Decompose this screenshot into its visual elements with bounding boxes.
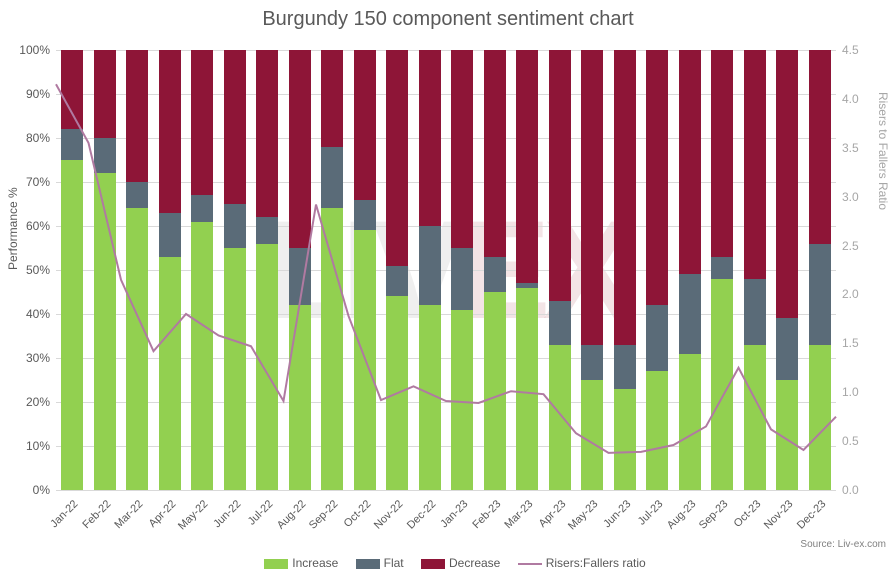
y-tick-right: 2.5 xyxy=(842,239,872,253)
source-attribution: Source: Liv-ex.com xyxy=(800,539,886,550)
legend-label-flat: Flat xyxy=(384,556,404,570)
y-tick-left: 50% xyxy=(10,263,50,277)
ratio-line-overlay xyxy=(56,50,836,490)
legend-swatch-flat xyxy=(356,559,380,569)
y-tick-right: 3.5 xyxy=(842,141,872,155)
legend-swatch-increase xyxy=(264,559,288,569)
legend-swatch-decrease xyxy=(421,559,445,569)
y-tick-right: 0.5 xyxy=(842,434,872,448)
y-tick-left: 80% xyxy=(10,131,50,145)
y-tick-right: 1.5 xyxy=(842,336,872,350)
y-tick-left: 10% xyxy=(10,439,50,453)
chart-legend: Increase Flat Decrease Risers:Fallers ra… xyxy=(0,556,896,570)
y-tick-right: 1.0 xyxy=(842,385,872,399)
y-tick-right: 4.5 xyxy=(842,43,872,57)
y-tick-right: 3.0 xyxy=(842,190,872,204)
y-tick-left: 0% xyxy=(10,483,50,497)
chart-plot-area: LIVEX 0%10%20%30%40%50%60%70%80%90%100%0… xyxy=(56,50,836,490)
y-tick-left: 30% xyxy=(10,351,50,365)
legend-swatch-ratio xyxy=(518,563,542,565)
legend-label-increase: Increase xyxy=(292,556,338,570)
chart-title: Burgundy 150 component sentiment chart xyxy=(0,0,896,31)
ratio-line xyxy=(56,84,836,453)
gridline xyxy=(56,490,836,491)
y-tick-left: 70% xyxy=(10,175,50,189)
y-tick-left: 20% xyxy=(10,395,50,409)
legend-label-decrease: Decrease xyxy=(449,556,500,570)
y-tick-left: 40% xyxy=(10,307,50,321)
y-tick-left: 60% xyxy=(10,219,50,233)
y-tick-left: 90% xyxy=(10,87,50,101)
y-tick-right: 2.0 xyxy=(842,287,872,301)
y-axis-right-title: Risers to Fallers Ratio xyxy=(876,92,890,210)
y-tick-left: 100% xyxy=(10,43,50,57)
legend-label-ratio: Risers:Fallers ratio xyxy=(546,556,646,570)
y-tick-right: 4.0 xyxy=(842,92,872,106)
y-tick-right: 0.0 xyxy=(842,483,872,497)
